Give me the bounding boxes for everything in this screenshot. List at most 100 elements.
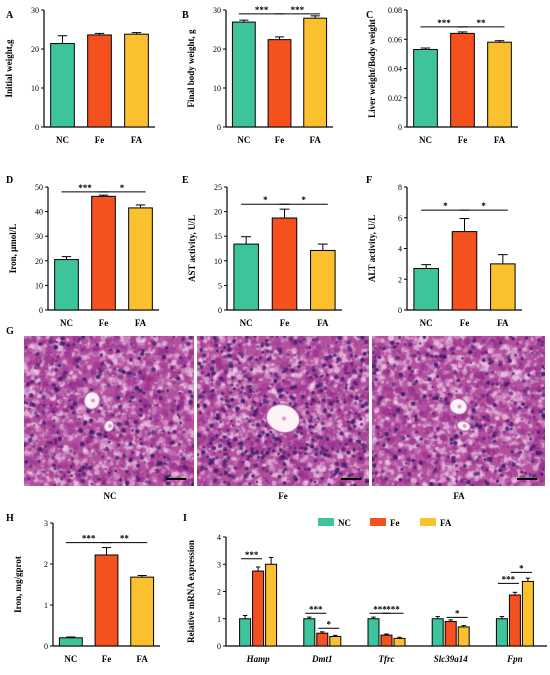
- y-tick-label: 5: [218, 281, 222, 290]
- bar: [233, 243, 259, 311]
- bar: [265, 563, 278, 647]
- x-tick-label: Fe: [102, 654, 112, 664]
- x-tick-label: Fe: [458, 135, 468, 145]
- significance-label: *: [455, 608, 460, 618]
- bar: [267, 39, 292, 128]
- y-tick-label: 0: [39, 306, 43, 315]
- bar: [380, 634, 393, 647]
- histology-image-nc: [24, 336, 194, 486]
- panel-letter: A: [6, 10, 14, 21]
- panel-b: B 0 10 20 30 Final body weight, g NC Fe FA *** ***: [182, 5, 333, 145]
- y-tick-label: 0.02: [388, 94, 402, 103]
- x-tick-label: FA: [494, 135, 506, 145]
- y-tick-label: 0.08: [388, 6, 402, 15]
- bar: [413, 48, 438, 128]
- y-tick-label: 0: [35, 123, 39, 132]
- bar: [130, 576, 155, 647]
- bar: [521, 580, 534, 647]
- significance-label: ***: [82, 534, 96, 544]
- x-tick-label: FA: [317, 318, 329, 328]
- bar: [451, 231, 478, 311]
- legend-label: FA: [440, 518, 452, 528]
- panel-letter: F: [366, 175, 372, 186]
- significance-label: *: [519, 563, 524, 573]
- significance-label: *: [443, 201, 448, 211]
- bar: [94, 554, 119, 647]
- bar: [490, 263, 516, 311]
- histology-texture: [24, 336, 194, 486]
- bar: [508, 594, 521, 647]
- x-tick-label: FA: [497, 318, 509, 328]
- x-tick-label: Fe: [275, 135, 285, 145]
- bar: [303, 17, 328, 128]
- legend-label: NC: [338, 518, 351, 528]
- significance-label: *: [263, 195, 268, 205]
- legend: NC Fe FA: [318, 518, 452, 528]
- x-tick-label: NC: [56, 135, 69, 145]
- legend-label: Fe: [390, 518, 400, 528]
- y-tick-label: 0: [217, 123, 221, 132]
- y-axis-label: Iron, μmol/L: [8, 224, 18, 273]
- y-axis-label: Final body weight, g: [186, 29, 196, 108]
- y-tick-label: 10: [31, 84, 39, 93]
- panel-a: A 0 10 20 30 Initial weight,g NC Fe FA: [4, 6, 155, 145]
- x-tick-label: Hamp: [246, 654, 271, 664]
- significance-label: *: [301, 195, 306, 205]
- y-tick-label: 20: [31, 45, 39, 54]
- y-tick-label: 3: [44, 519, 48, 528]
- scale-bar: [517, 478, 537, 480]
- y-tick-label: 15: [214, 232, 222, 241]
- legend-swatch: [318, 518, 334, 526]
- histology-image-fe: [197, 336, 369, 486]
- bar: [487, 41, 512, 128]
- bar: [303, 618, 316, 647]
- x-tick-label: Slc39a14: [434, 654, 469, 664]
- bar: [310, 249, 336, 311]
- bar: [413, 267, 439, 311]
- y-tick-label: 30: [213, 6, 221, 15]
- significance-label: ***: [255, 5, 269, 15]
- y-tick-label: 0: [218, 306, 222, 315]
- y-tick-label: 50: [35, 183, 43, 192]
- x-tick-label: NC: [420, 318, 433, 328]
- y-tick-label: 8: [398, 183, 402, 192]
- x-tick-label: NC: [60, 318, 73, 328]
- y-tick-label: 0: [398, 123, 402, 132]
- histology-label-fe: Fe: [278, 491, 288, 501]
- significance-label: ***: [386, 604, 400, 614]
- significance-label: *: [327, 619, 332, 629]
- x-tick-label: NC: [419, 135, 432, 145]
- y-tick-label: 30: [31, 6, 39, 15]
- x-tick-label: Fe: [280, 318, 290, 328]
- y-tick-label: 10: [213, 84, 221, 93]
- bar: [50, 43, 75, 128]
- legend-swatch: [420, 518, 436, 526]
- significance-label: ***: [502, 574, 516, 584]
- panel-letter: H: [6, 513, 14, 524]
- y-tick-label: 2: [44, 560, 48, 569]
- y-tick-label: 2: [217, 588, 221, 597]
- significance-label: *: [481, 201, 486, 211]
- significance-label: **: [477, 18, 487, 28]
- y-axis-label: Iron, mg/gprot: [13, 556, 23, 613]
- scale-bar: [341, 478, 361, 480]
- significance-label: ***: [373, 604, 387, 614]
- y-tick-label: 20: [214, 208, 222, 217]
- y-axis-label: ALT activity, U/L: [367, 215, 377, 282]
- bar: [252, 570, 265, 647]
- y-tick-label: 30: [35, 232, 43, 241]
- panel-letter-g: G: [6, 326, 14, 337]
- bar: [87, 34, 112, 128]
- bar: [91, 195, 116, 311]
- bar: [329, 635, 342, 647]
- bar: [316, 632, 329, 647]
- panel-letter: I: [183, 513, 187, 524]
- x-tick-label: NC: [240, 318, 253, 328]
- panel-c: C 0 0.02 0.04 0.06 0.08 Liver weight/Body weig…: [366, 6, 518, 145]
- y-tick-label: 25: [214, 183, 222, 192]
- y-tick-label: 20: [213, 45, 221, 54]
- x-tick-label: NC: [64, 654, 77, 664]
